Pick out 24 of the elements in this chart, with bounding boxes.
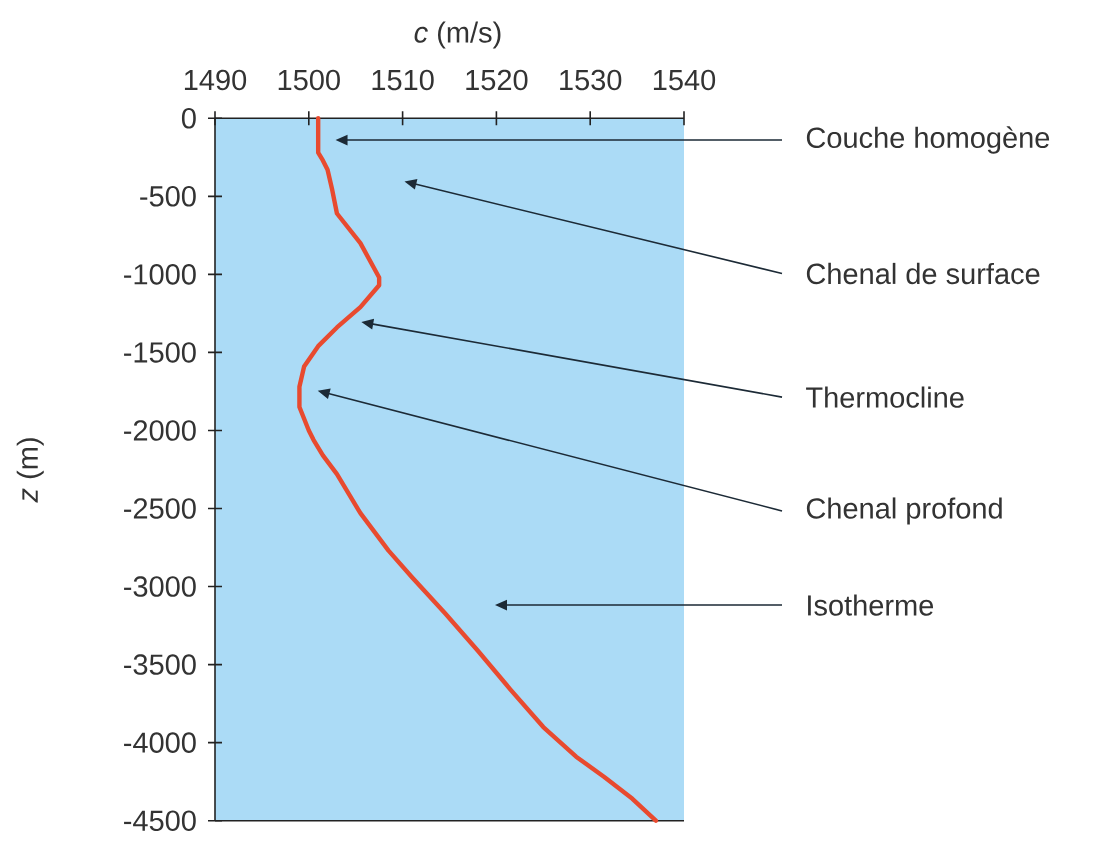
y-tick-label: 0 <box>181 108 196 129</box>
text: Thermocline <box>806 386 964 408</box>
y-tick-label: -3000 <box>124 576 196 597</box>
text: Isotherme <box>808 594 934 616</box>
text: Couche homogène <box>806 126 1050 154</box>
x-tick-label: 1520 <box>466 69 528 91</box>
x-axis-title: c (m/s) <box>414 21 501 49</box>
y-tick-label: -3500 <box>124 654 196 675</box>
y-tick-label: -2000 <box>124 420 196 441</box>
x-tick-label: 1540 <box>653 69 716 91</box>
line-series <box>297 116 659 823</box>
y-axis-title: z (m) <box>16 438 44 503</box>
text: Chenal de surface <box>806 262 1040 285</box>
y-tick-label: -500 <box>140 186 196 207</box>
x-tick-label: 1500 <box>278 69 340 91</box>
y-tick-label: -1000 <box>124 264 196 285</box>
x-tick-label: 1490 <box>184 69 247 91</box>
x-tick-label: 1510 <box>372 69 434 91</box>
x-tick-label: 1530 <box>560 69 622 91</box>
y-tick-label: -1500 <box>124 342 196 363</box>
y-tick-label: -4000 <box>124 732 196 753</box>
y-tick-label: -2500 <box>124 498 196 519</box>
text: Chenal profond <box>806 497 1002 525</box>
y-tick-label: -4500 <box>124 810 196 831</box>
